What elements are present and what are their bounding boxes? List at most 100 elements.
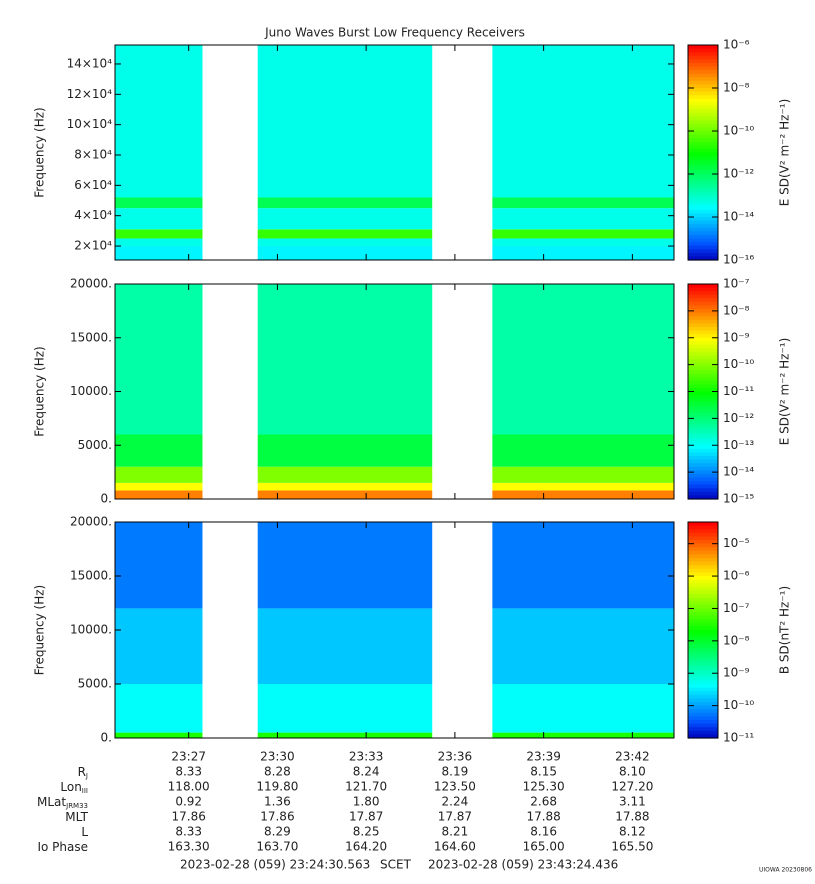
colorbar-step <box>688 640 718 645</box>
colorbar-step <box>688 730 718 735</box>
ephemeris-value: 0.92 <box>175 795 202 809</box>
colorbar-step <box>688 319 718 325</box>
spectral-band <box>115 434 674 467</box>
ephemeris-value: 165.50 <box>611 840 653 854</box>
colorbar-step <box>688 206 718 211</box>
colorbar-step <box>688 70 718 75</box>
colorbar-tick-label: 10⁻¹⁰ <box>723 357 754 371</box>
colorbar-step <box>688 522 718 527</box>
x-tick-label: 23:33 <box>349 750 384 764</box>
colorbar-step <box>688 583 718 588</box>
colorbar-step <box>688 481 718 486</box>
colorbar-tick-label: 10⁻⁹ <box>723 330 750 344</box>
data-gap <box>202 284 258 499</box>
colorbar-tick-label: 10⁻¹² <box>723 411 754 425</box>
colorbar-step <box>688 59 718 64</box>
colorbar-tick-label: 10⁻¹¹ <box>723 731 754 745</box>
ephemeris-label-sub: J <box>85 772 88 780</box>
colorbar-step <box>688 416 718 421</box>
data-gap <box>432 45 493 260</box>
colorbar-step <box>688 105 718 111</box>
colorbar-step <box>688 287 718 292</box>
y-tick-label: 5000. <box>78 438 112 452</box>
y-tick-label: 10000. <box>70 384 112 398</box>
colorbar-step <box>688 597 718 602</box>
colorbar-step <box>688 256 718 261</box>
colorbar-step <box>688 238 718 243</box>
ephemeris-label-main: MLT <box>65 810 88 824</box>
ephemeris-value: 8.19 <box>442 765 469 779</box>
colorbar-step <box>688 73 718 78</box>
colorbar-step <box>688 712 718 717</box>
colorbar-tick-label: 10⁻¹¹ <box>723 384 754 398</box>
colorbar-step <box>688 98 718 103</box>
ephemeris-value: 17.88 <box>526 810 560 824</box>
y-tick-label: 2×10⁴ <box>74 239 112 253</box>
colorbar-step <box>688 120 718 125</box>
colorbar-step <box>688 543 718 548</box>
colorbar-step <box>688 66 718 71</box>
colorbar-step <box>688 359 718 364</box>
x-tick-label: 23:39 <box>526 750 561 764</box>
colorbar-step <box>688 630 718 635</box>
colorbar-step <box>688 123 718 129</box>
colorbar-tick-label: 10⁻¹⁴ <box>723 210 754 224</box>
colorbar-step <box>688 195 718 200</box>
colorbar-step <box>688 694 718 699</box>
colorbar-step <box>688 633 718 638</box>
colorbar-step <box>688 405 718 411</box>
time-label: SCET <box>380 858 412 872</box>
colorbar-label: B SD(nT² Hz⁻¹) <box>778 586 792 674</box>
colorbar-step <box>688 294 718 299</box>
colorbar-tick-label: 10⁻⁷ <box>723 277 750 291</box>
colorbar-step <box>688 608 718 613</box>
colorbar-step <box>688 529 718 534</box>
colorbar-step <box>688 77 718 82</box>
colorbar-step <box>688 550 718 555</box>
colorbar-step <box>688 684 718 689</box>
data-gap <box>432 522 493 738</box>
colorbar-step <box>688 377 718 382</box>
ephemeris-value: 163.70 <box>256 840 298 854</box>
colorbar-step <box>688 572 718 577</box>
colorbar-step <box>688 209 718 215</box>
y-axis-label: Frequency (Hz) <box>33 107 47 198</box>
colorbar-step <box>688 615 718 620</box>
colorbar-step <box>688 554 718 559</box>
ephemeris-value: 17.86 <box>260 810 294 824</box>
colorbar-step <box>688 309 718 314</box>
colorbar-step <box>688 459 718 464</box>
y-tick-label: 5000. <box>78 677 112 691</box>
colorbar-step <box>688 463 718 468</box>
y-tick-label: 6×10⁴ <box>74 178 112 192</box>
end-time: 2023-02-28 (059) 23:43:24.436 <box>428 858 618 872</box>
colorbar-step <box>688 131 718 136</box>
y-tick-label: 12×10⁴ <box>67 87 113 101</box>
ephemeris-label-main: MLat <box>37 795 66 809</box>
colorbar-step <box>688 637 718 642</box>
chart-title: Juno Waves Burst Low Frequency Receivers <box>264 26 525 40</box>
colorbar-step <box>688 691 718 696</box>
spectral-band <box>115 45 674 198</box>
ephemeris-value: 121.70 <box>345 780 387 794</box>
colorbar-step <box>688 62 718 68</box>
colorbar-step <box>688 434 718 439</box>
colorbar-step <box>688 586 718 591</box>
colorbar-step <box>688 601 718 606</box>
colorbar-step <box>688 234 718 240</box>
ephemeris-value: 164.60 <box>434 840 476 854</box>
x-tick-label: 23:36 <box>438 750 473 764</box>
spectral-band <box>115 197 674 209</box>
colorbar-step <box>688 702 718 707</box>
colorbar-step <box>688 298 718 303</box>
colorbar-step <box>688 565 718 570</box>
colorbar-step <box>688 224 718 229</box>
colorbar-tick-label: 10⁻¹⁵ <box>723 492 754 506</box>
colorbar-step <box>688 709 718 714</box>
ephemeris-value: 17.86 <box>171 810 205 824</box>
colorbar-step <box>688 252 718 258</box>
spectral-band <box>115 208 674 230</box>
ephemeris-value: 8.28 <box>264 765 291 779</box>
colorbar-step <box>688 734 718 739</box>
ephemeris-label: LonIII <box>60 780 88 796</box>
